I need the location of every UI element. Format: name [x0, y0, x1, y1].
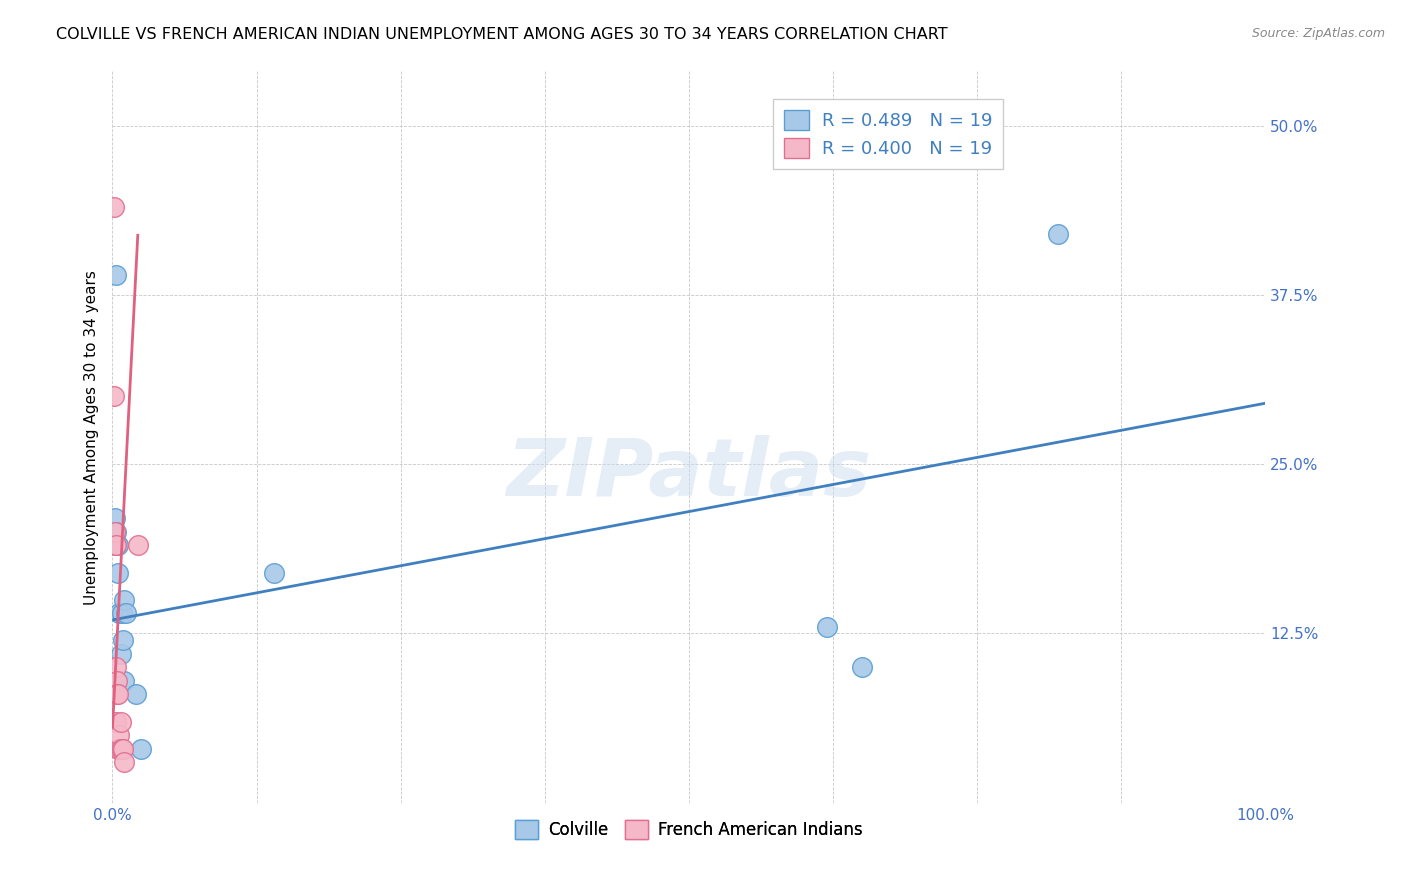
- Legend: Colville, French American Indians: Colville, French American Indians: [508, 814, 870, 846]
- Text: COLVILLE VS FRENCH AMERICAN INDIAN UNEMPLOYMENT AMONG AGES 30 TO 34 YEARS CORREL: COLVILLE VS FRENCH AMERICAN INDIAN UNEMP…: [56, 27, 948, 42]
- Point: [104, 714, 127, 729]
- Point: [263, 566, 285, 580]
- Point: [111, 633, 134, 648]
- Point: [105, 688, 128, 702]
- Point: [851, 660, 873, 674]
- Point: [103, 389, 125, 403]
- Point: [124, 688, 146, 702]
- Point: [110, 714, 132, 729]
- Point: [104, 538, 127, 552]
- Point: [104, 511, 127, 525]
- Point: [111, 741, 134, 756]
- Point: [108, 606, 131, 620]
- Point: [107, 566, 129, 580]
- Point: [105, 538, 128, 552]
- Point: [103, 200, 125, 214]
- Text: Source: ZipAtlas.com: Source: ZipAtlas.com: [1251, 27, 1385, 40]
- Point: [107, 688, 129, 702]
- Point: [115, 606, 138, 620]
- Point: [112, 755, 135, 769]
- Point: [112, 673, 135, 688]
- Point: [107, 538, 129, 552]
- Point: [112, 592, 135, 607]
- Point: [108, 741, 131, 756]
- Y-axis label: Unemployment Among Ages 30 to 34 years: Unemployment Among Ages 30 to 34 years: [84, 269, 100, 605]
- Point: [111, 741, 134, 756]
- Point: [1046, 227, 1069, 241]
- Point: [104, 660, 127, 674]
- Point: [108, 728, 131, 742]
- Point: [104, 524, 127, 539]
- Point: [110, 741, 132, 756]
- Point: [104, 268, 127, 282]
- Point: [110, 647, 132, 661]
- Point: [107, 741, 129, 756]
- Text: ZIPatlas: ZIPatlas: [506, 434, 872, 513]
- Point: [104, 524, 127, 539]
- Point: [127, 538, 149, 552]
- Point: [104, 538, 127, 552]
- Point: [815, 620, 838, 634]
- Point: [105, 673, 128, 688]
- Point: [111, 606, 134, 620]
- Point: [129, 741, 153, 756]
